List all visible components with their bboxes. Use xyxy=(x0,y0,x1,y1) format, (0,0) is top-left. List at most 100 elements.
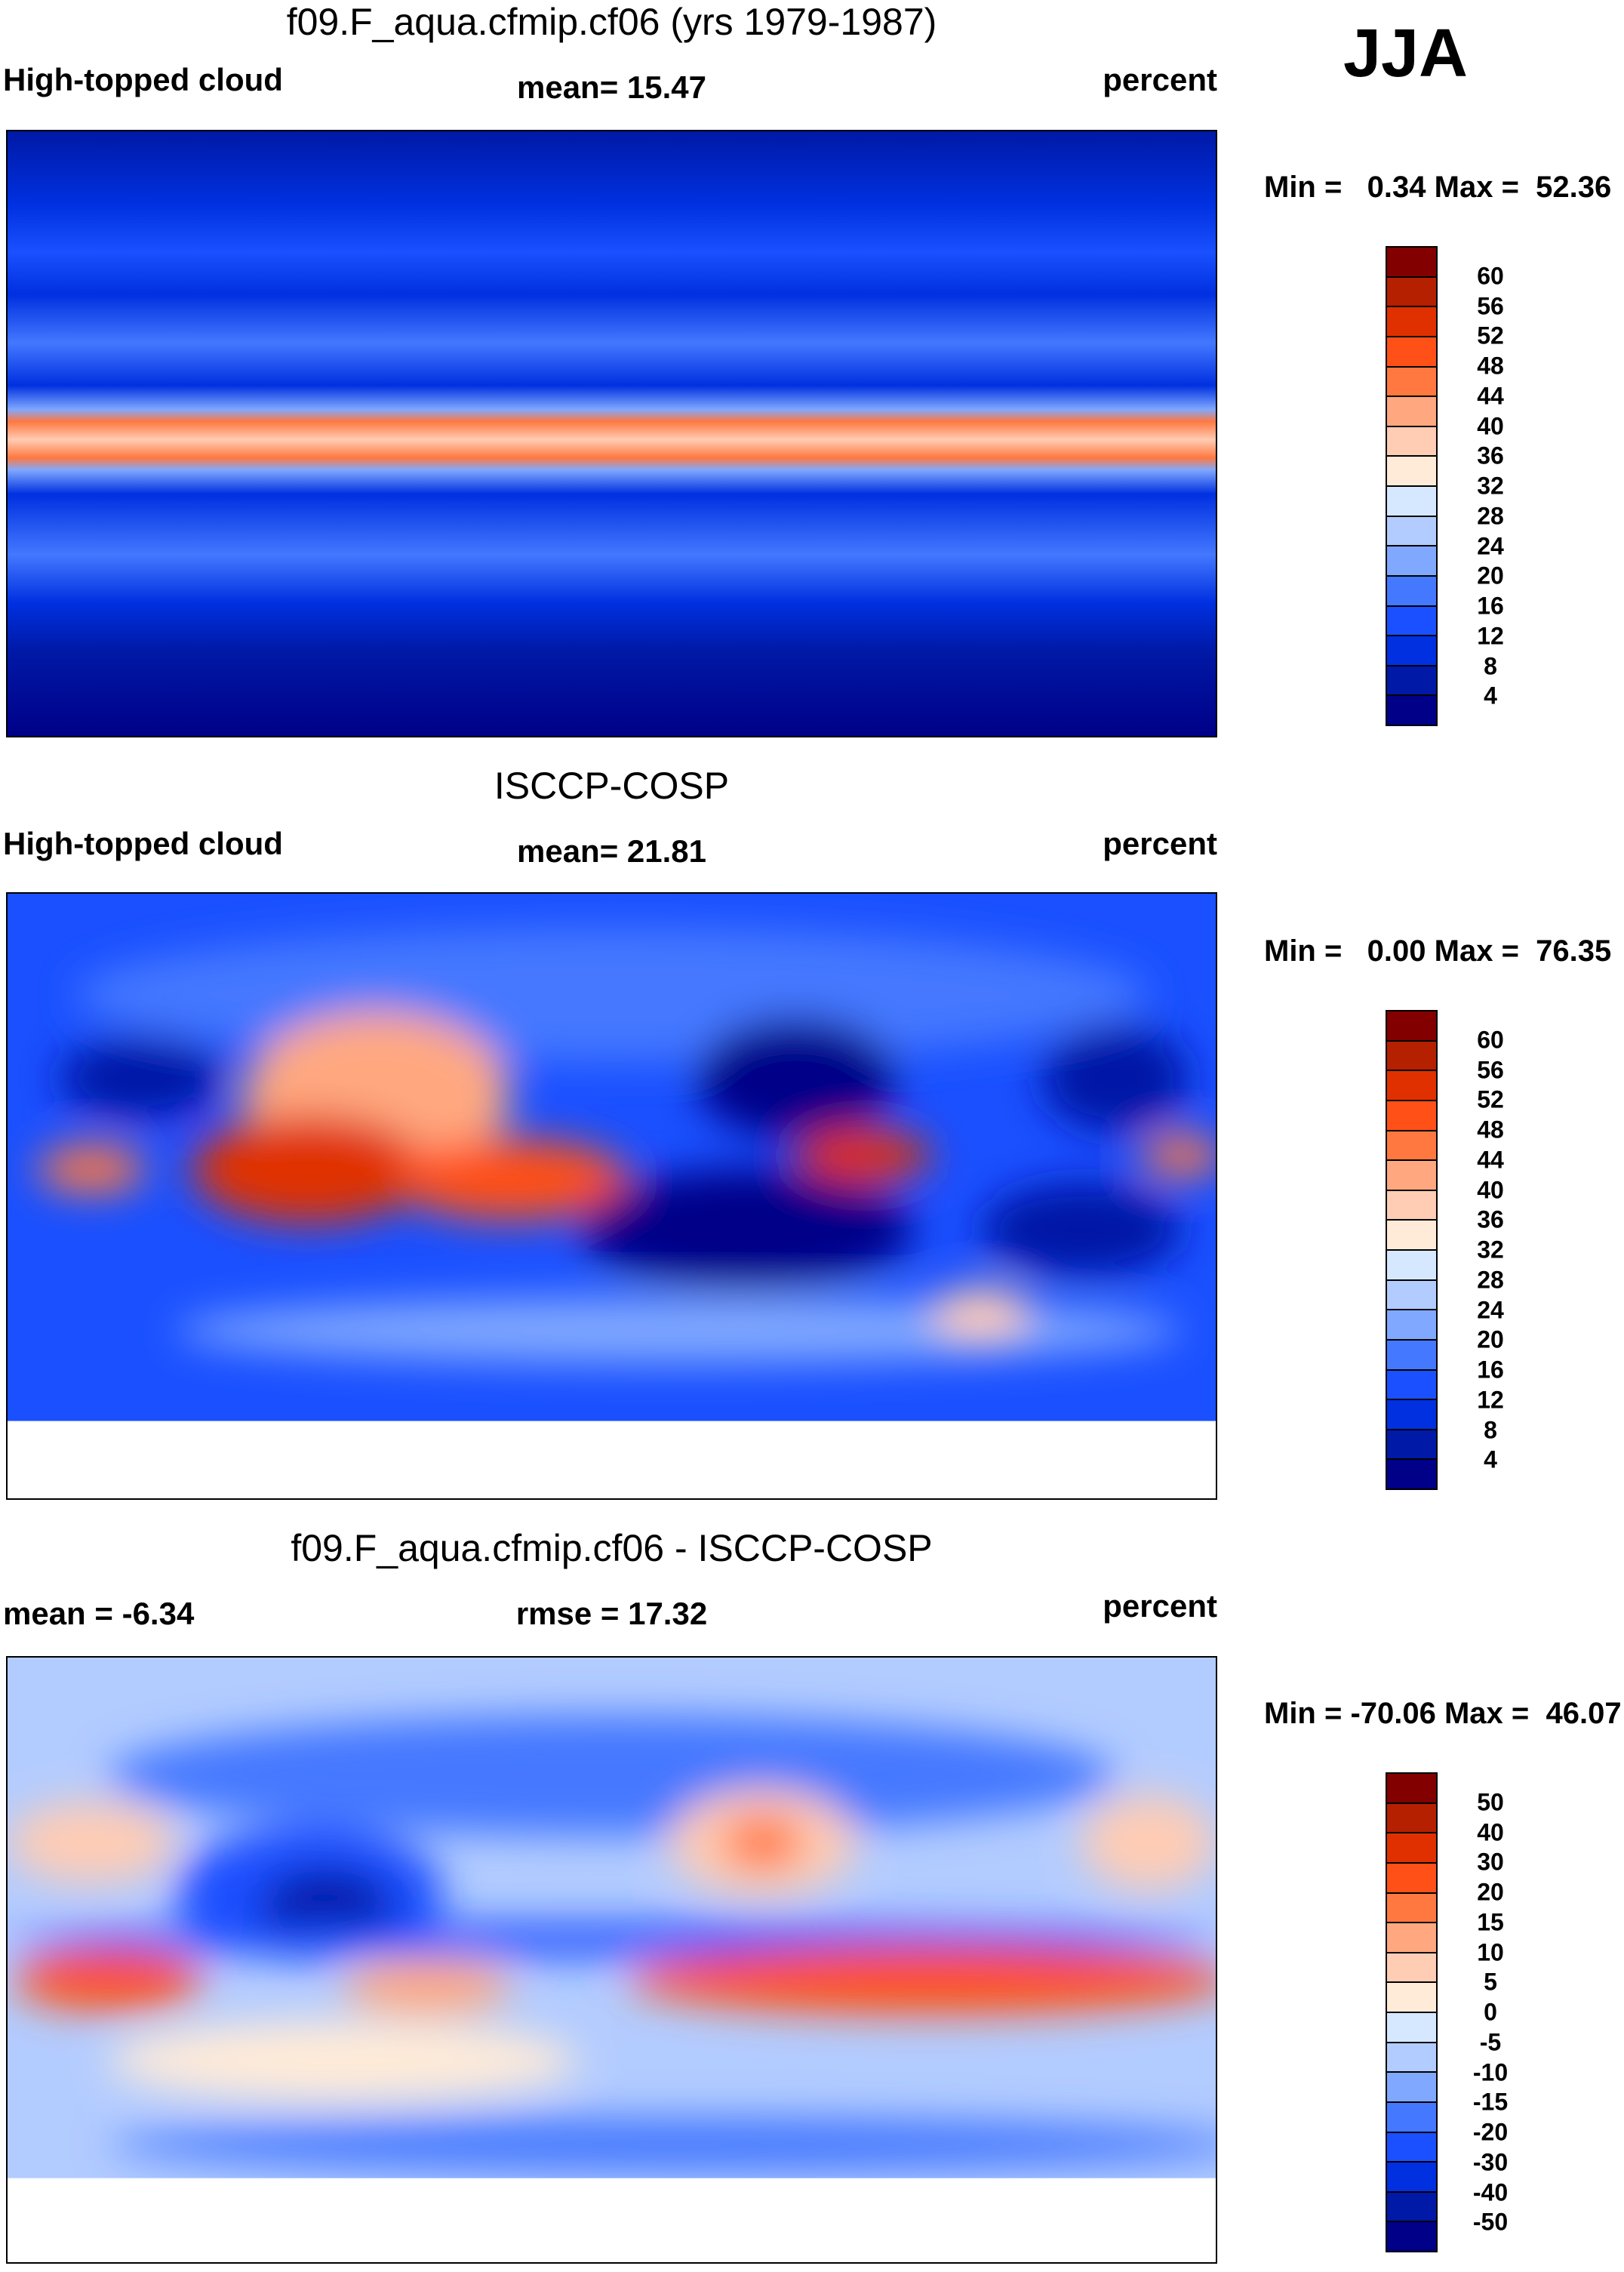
variable-label: High-topped cloud xyxy=(3,62,283,97)
colorbar-swatch xyxy=(1387,1893,1436,1924)
colorbar-tick-label: -50 xyxy=(1472,2208,1509,2236)
colorbar-tick-label: 0 xyxy=(1484,1998,1497,2026)
colorbar-tick-label: 24 xyxy=(1477,532,1504,559)
panel-title: ISCCP-COSP xyxy=(494,765,730,807)
colorbar-tick-label: -40 xyxy=(1472,2178,1509,2206)
colorbar-tick-label: 16 xyxy=(1477,592,1504,620)
colorbar-tick-label: -15 xyxy=(1472,2088,1509,2116)
colorbar-tick-label: -20 xyxy=(1472,2118,1509,2146)
colorbar-swatch xyxy=(1387,636,1436,667)
colorbar-tick-label: 20 xyxy=(1477,562,1504,590)
colorbar-swatch xyxy=(1387,1161,1436,1191)
colorbar-swatch xyxy=(1387,1041,1436,1072)
map-observation xyxy=(6,892,1217,1500)
panel-title: f09.F_aqua.cfmip.cf06 - ISCCP-COSP xyxy=(291,1527,933,1569)
colorbar-tick-label: 20 xyxy=(1477,1325,1504,1353)
colorbar-swatch xyxy=(1387,1863,1436,1894)
colorbar-tick-label: 36 xyxy=(1477,1205,1504,1233)
colorbar-swatch xyxy=(1387,1340,1436,1371)
colorbar-tick-label: 12 xyxy=(1477,622,1504,650)
colorbar-tick-label: 20 xyxy=(1477,1878,1504,1906)
colorbar-swatch xyxy=(1387,426,1436,457)
colorbar-tick-label: -5 xyxy=(1479,2028,1502,2056)
colorbar xyxy=(1386,246,1438,726)
colorbar-tick-label: -30 xyxy=(1472,2148,1509,2176)
colorbar-tick-label: -10 xyxy=(1472,2058,1509,2086)
colorbar-swatch xyxy=(1387,1460,1436,1488)
colorbar-swatch xyxy=(1387,2163,1436,2193)
colorbar-swatch xyxy=(1387,277,1436,308)
mean-label: mean= 15.47 xyxy=(516,69,706,105)
colorbar-tick-label: 28 xyxy=(1477,1266,1504,1294)
colorbar xyxy=(1386,1010,1438,1490)
colorbar-swatch xyxy=(1387,1833,1436,1864)
colorbar-tick-label: 32 xyxy=(1477,472,1504,500)
colorbar-tick-label: 52 xyxy=(1477,322,1504,349)
colorbar-swatch xyxy=(1387,1011,1436,1042)
colorbar-swatch xyxy=(1387,1803,1436,1834)
colorbar-swatch xyxy=(1387,1953,1436,1984)
colorbar-swatch xyxy=(1387,2043,1436,2073)
colorbar-swatch xyxy=(1387,1983,1436,2013)
colorbar-tick-label: 40 xyxy=(1477,1176,1504,1203)
rmse-label: rmse = 17.32 xyxy=(515,1596,708,1631)
colorbar-tick-label: 4 xyxy=(1484,682,1497,710)
min-max-label: Min = 0.34 Max = 52.36 xyxy=(1264,171,1612,204)
colorbar-tick-label: 4 xyxy=(1484,1445,1497,1473)
colorbar-tick-label: 40 xyxy=(1477,412,1504,439)
units-label: percent xyxy=(1103,826,1217,861)
colorbar-swatch xyxy=(1387,367,1436,398)
colorbar-swatch xyxy=(1387,2132,1436,2163)
colorbar-tick-label: 44 xyxy=(1477,382,1504,410)
colorbar-swatch xyxy=(1387,1430,1436,1461)
units-label: percent xyxy=(1103,1588,1217,1624)
colorbar-tick-label: 48 xyxy=(1477,352,1504,380)
map-difference xyxy=(6,1656,1217,2264)
mean-label: mean = -6.34 xyxy=(3,1596,195,1631)
colorbar-swatch xyxy=(1387,1101,1436,1131)
colorbar-swatch xyxy=(1387,606,1436,637)
colorbar-swatch xyxy=(1387,2013,1436,2043)
colorbar-swatch xyxy=(1387,248,1436,278)
colorbar-tick-label: 28 xyxy=(1477,502,1504,530)
colorbar-swatch xyxy=(1387,1923,1436,1953)
variable-label: High-topped cloud xyxy=(3,826,283,861)
colorbar-tick-label: 12 xyxy=(1477,1386,1504,1414)
colorbar-swatch xyxy=(1387,1221,1436,1251)
colorbar-tick-label: 56 xyxy=(1477,1056,1504,1083)
colorbar-swatch xyxy=(1387,337,1436,368)
colorbar-tick-label: 5 xyxy=(1484,1968,1497,1996)
colorbar xyxy=(1386,1772,1438,2252)
colorbar-tick-label: 10 xyxy=(1477,1938,1504,1966)
colorbar-tick-label: 50 xyxy=(1477,1788,1504,1816)
field-fill xyxy=(8,131,1216,736)
colorbar-swatch xyxy=(1387,2222,1436,2251)
colorbar-swatch xyxy=(1387,666,1436,697)
colorbar-tick-label: 40 xyxy=(1477,1818,1504,1846)
colorbar-swatch xyxy=(1387,1190,1436,1221)
colorbar-swatch xyxy=(1387,1310,1436,1341)
colorbar-swatch xyxy=(1387,546,1436,577)
colorbar-swatch xyxy=(1387,397,1436,427)
colorbar-swatch xyxy=(1387,2102,1436,2133)
colorbar-tick-label: 44 xyxy=(1477,1146,1504,1174)
colorbar-tick-label: 60 xyxy=(1477,1026,1504,1054)
colorbar-swatch xyxy=(1387,1131,1436,1162)
colorbar-swatch xyxy=(1387,2073,1436,2103)
colorbar-swatch xyxy=(1387,457,1436,487)
min-max-label: Min = -70.06 Max = 46.07 xyxy=(1264,1697,1622,1730)
season-label: JJA xyxy=(1343,16,1469,91)
colorbar-labels: 50 40 30 20 15 10 5 0 -5 -10 -15 -20 -30 -40 -50 xyxy=(1445,1772,1536,2252)
colorbar-swatch xyxy=(1387,576,1436,607)
map-model xyxy=(6,130,1217,737)
units-label: percent xyxy=(1103,62,1217,97)
colorbar-swatch xyxy=(1387,1370,1436,1401)
colorbar-tick-label: 60 xyxy=(1477,262,1504,290)
colorbar-swatch xyxy=(1387,487,1436,517)
colorbar-labels: 60 56 52 48 44 40 36 32 28 24 20 16 12 8 4 xyxy=(1445,1010,1536,1490)
colorbar-swatch xyxy=(1387,1400,1436,1430)
colorbar-swatch xyxy=(1387,516,1436,547)
colorbar-tick-label: 32 xyxy=(1477,1236,1504,1264)
colorbar-tick-label: 48 xyxy=(1477,1116,1504,1144)
colorbar-tick-label: 8 xyxy=(1484,1416,1497,1443)
